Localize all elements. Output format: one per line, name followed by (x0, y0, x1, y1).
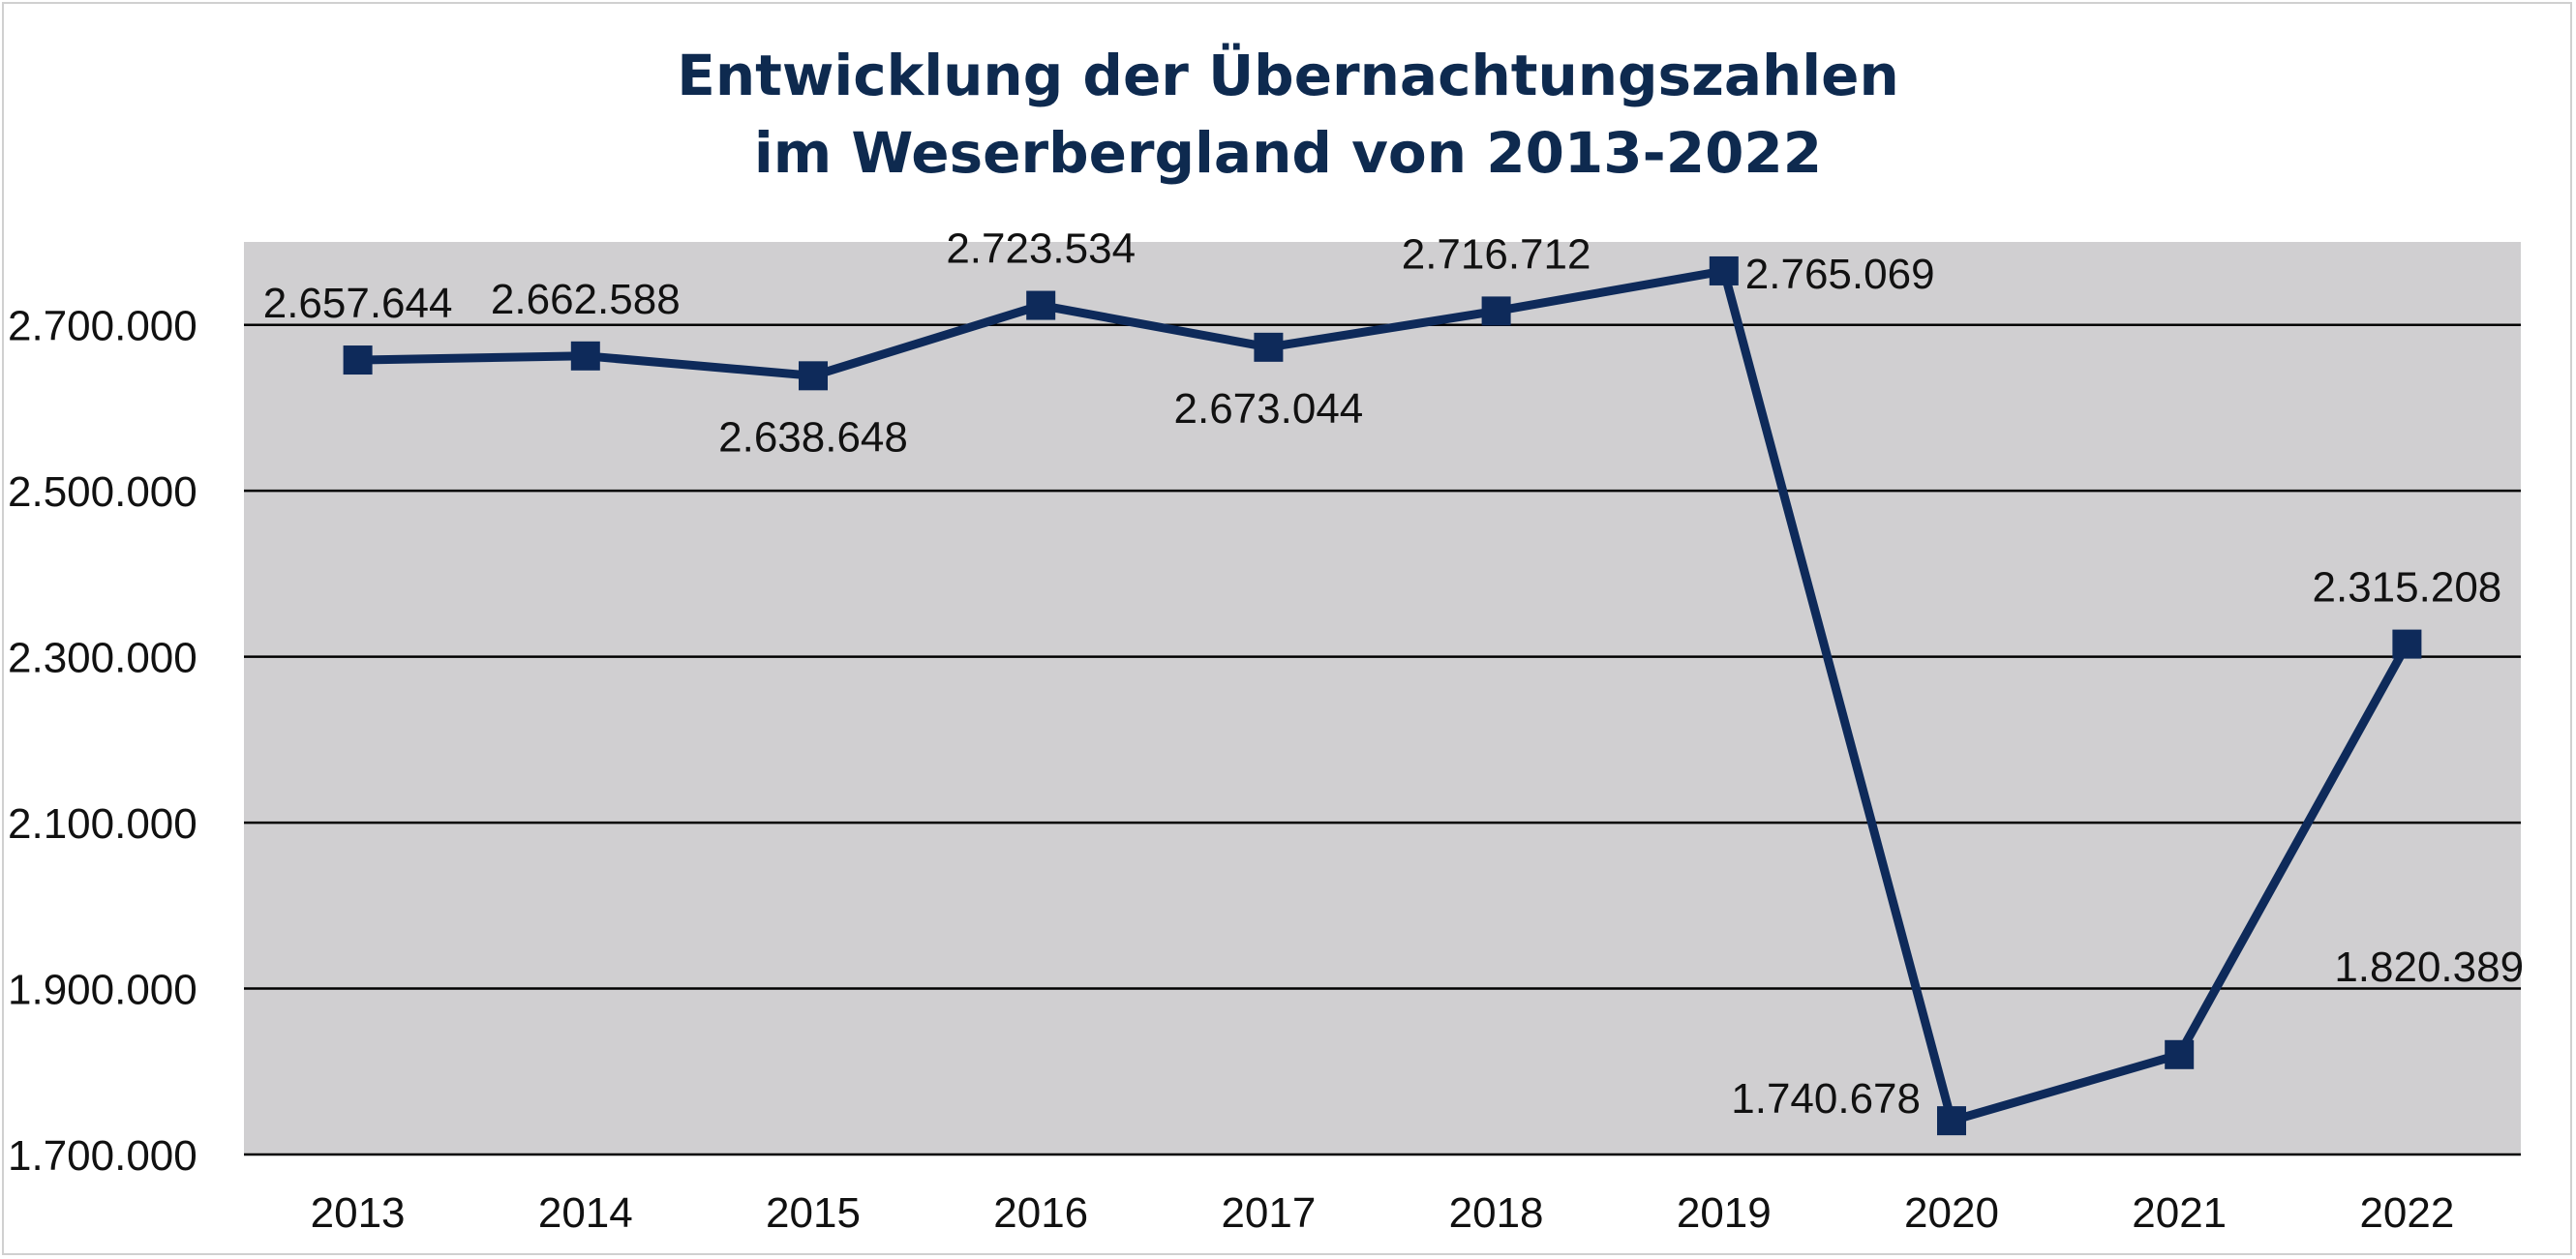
data-label: 2.638.648 (718, 413, 908, 461)
data-label: 2.315.208 (2313, 564, 2502, 612)
x-tick-label: 2016 (993, 1189, 1088, 1237)
x-axis: 2013 2014 2015 2016 2017 2018 2019 2020 2021 2022 (311, 1189, 2455, 1237)
x-tick-label: 2018 (1449, 1189, 1544, 1237)
data-label: 2.765.069 (1745, 251, 1935, 298)
data-label: 2.662.588 (491, 276, 681, 323)
data-point-marker (570, 341, 600, 371)
chart-title-line-2: im Weserbergland von 2013-2022 (753, 120, 1823, 186)
series-line (357, 266, 2411, 1125)
y-tick-label: 2.100.000 (8, 800, 197, 848)
x-tick-label: 2020 (1904, 1189, 1999, 1237)
y-tick-label: 1.900.000 (8, 967, 197, 1014)
data-point-marker (1481, 296, 1511, 326)
gridlines (244, 323, 2521, 1156)
data-point-marker (1254, 332, 1284, 362)
x-tick-label: 2019 (1677, 1189, 1772, 1237)
y-tick-label: 2.300.000 (8, 635, 197, 682)
data-point-marker (343, 345, 373, 375)
x-tick-label: 2022 (2359, 1189, 2454, 1237)
plot-area (244, 242, 2521, 1154)
data-label: 2.673.044 (1174, 385, 1364, 433)
x-tick-label: 2013 (311, 1189, 406, 1237)
data-point-marker (2392, 629, 2422, 659)
chart-title-line-1: Entwicklung der Übernachtungszahlen (677, 43, 1899, 108)
data-point-marker (1709, 255, 1739, 285)
y-tick-label: 2.700.000 (8, 303, 197, 350)
chart-title: Entwicklung der Übernachtungszahlen im W… (0, 37, 2576, 192)
data-label: 2.716.712 (1402, 230, 1591, 278)
data-label: 2.657.644 (263, 280, 453, 327)
data-label: 1.740.678 (1731, 1075, 1921, 1123)
x-tick-label: 2014 (538, 1189, 633, 1237)
y-tick-label: 2.500.000 (8, 468, 197, 516)
data-label: 1.820.389 (2334, 944, 2524, 991)
x-tick-label: 2021 (2132, 1189, 2227, 1237)
y-axis: 1.700.000 1.900.000 2.100.000 2.300.000 2.50… (8, 303, 197, 1180)
data-point-marker (799, 361, 828, 391)
x-tick-label: 2017 (1221, 1189, 1316, 1237)
y-tick-label: 1.700.000 (8, 1132, 197, 1180)
x-tick-label: 2015 (766, 1189, 861, 1237)
data-point-marker (1937, 1106, 1966, 1136)
data-point-marker (2165, 1039, 2195, 1069)
data-point-marker (1026, 290, 1056, 320)
series: 2.657.644 2.662.588 2.638.648 2.723.534 2.67… (263, 225, 2524, 1136)
data-label: 2.723.534 (946, 225, 1136, 273)
